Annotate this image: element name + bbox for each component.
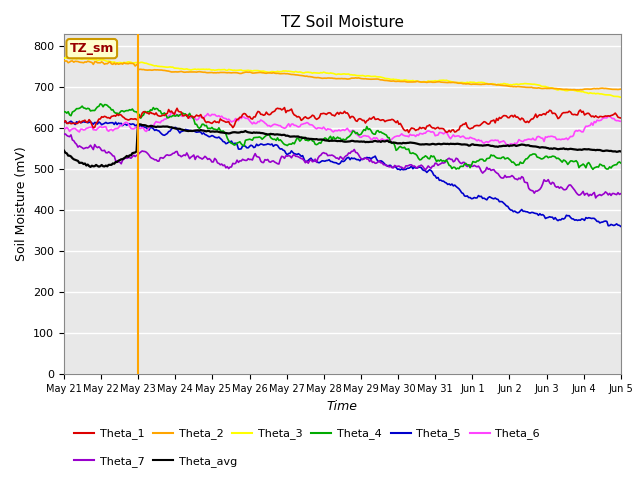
Y-axis label: Soil Moisture (mV): Soil Moisture (mV): [15, 146, 28, 262]
X-axis label: Time: Time: [327, 400, 358, 413]
Title: TZ Soil Moisture: TZ Soil Moisture: [281, 15, 404, 30]
Text: TZ_sm: TZ_sm: [70, 42, 114, 55]
Legend: Theta_7, Theta_avg: Theta_7, Theta_avg: [70, 451, 241, 471]
